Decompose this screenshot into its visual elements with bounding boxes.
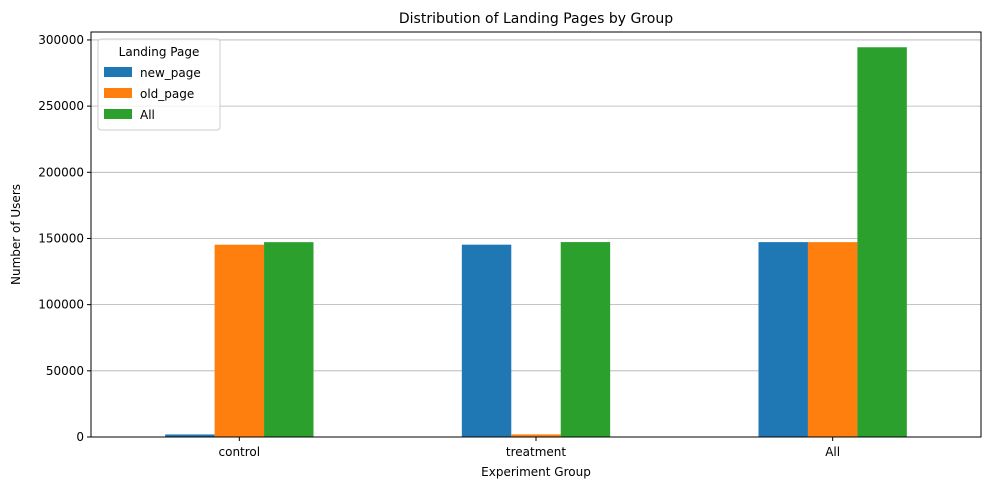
bar-old-page-all <box>807 242 858 437</box>
legend-label: old_page <box>140 87 194 101</box>
bar-old-page-treatment <box>511 434 561 437</box>
legend-label: new_page <box>140 66 201 80</box>
legend-swatch <box>104 88 132 98</box>
bar-new-page-control <box>165 434 215 437</box>
bar-All-control <box>264 242 314 437</box>
x-axis-label: Experiment Group <box>481 465 591 479</box>
y-axis-label: Number of Users <box>9 184 23 285</box>
legend-label: All <box>140 108 155 122</box>
legend-title: Landing Page <box>119 45 200 59</box>
bar-All-all <box>857 47 907 438</box>
chart-title: Distribution of Landing Pages by Group <box>399 11 673 27</box>
bar-All-treatment <box>560 242 611 437</box>
y-tick-label: 250000 <box>38 99 84 113</box>
legend-swatch <box>104 67 132 77</box>
bar-new-page-treatment <box>461 244 512 437</box>
x-tick-label: All <box>825 445 840 459</box>
bars <box>165 47 907 438</box>
x-tick-label: treatment <box>506 445 566 459</box>
y-tick-label: 0 <box>76 430 84 444</box>
y-tick-label: 300000 <box>38 33 84 47</box>
bar-new-page-all <box>758 242 808 437</box>
legend-swatch <box>104 109 132 119</box>
y-tick-label: 200000 <box>38 165 84 179</box>
y-axis: 0 50000 100000 150000 200000 250000 300000 <box>38 33 91 444</box>
y-tick-label: 100000 <box>38 298 84 312</box>
y-tick-label: 150000 <box>38 231 84 245</box>
legend: Landing Page new_page old_page All <box>97 38 221 131</box>
x-tick-label: control <box>219 445 261 459</box>
y-tick-label: 50000 <box>46 364 84 378</box>
legend-box <box>97 38 221 131</box>
bar-old-page-control <box>214 244 265 437</box>
x-axis: control treatment All <box>219 437 840 459</box>
